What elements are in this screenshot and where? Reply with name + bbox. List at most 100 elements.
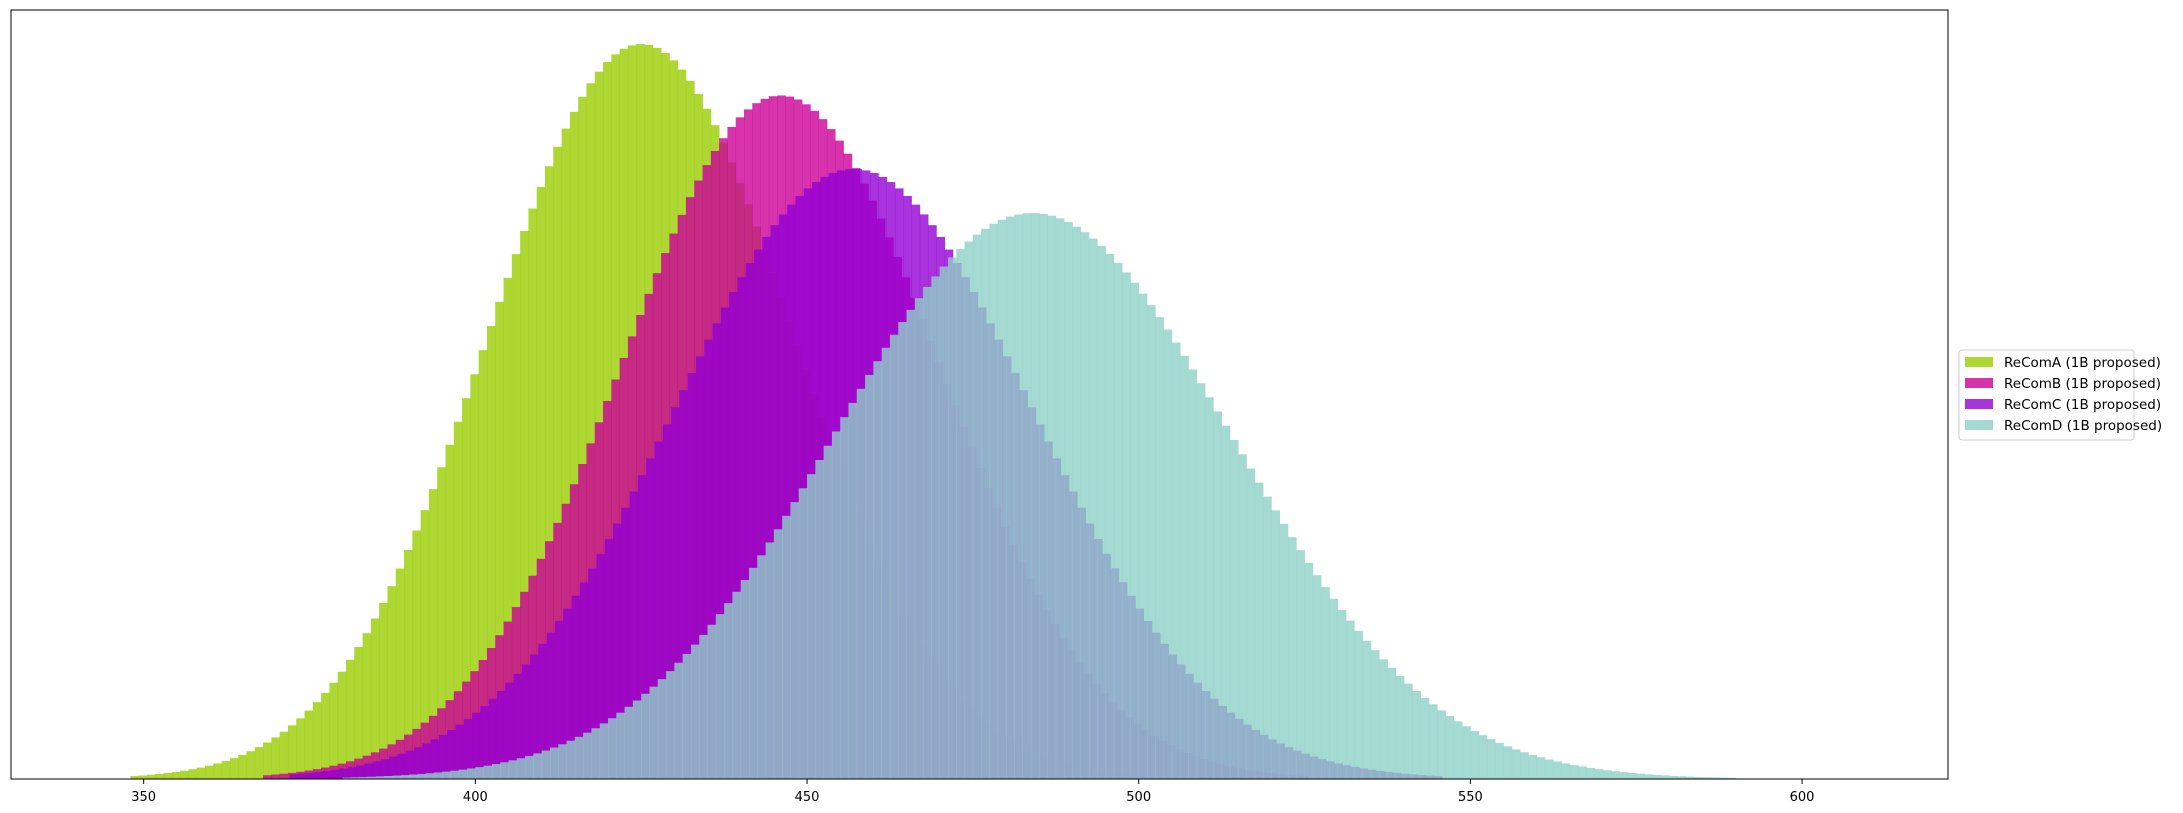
- histogram-bar: [1561, 763, 1571, 779]
- histogram-bar: [297, 773, 307, 779]
- histogram-bar: [662, 424, 672, 779]
- legend-label: ReComD (1B proposed): [2004, 418, 2162, 434]
- histogram-bar: [495, 301, 504, 779]
- histogram-bar: [831, 431, 841, 779]
- histogram-bar: [666, 671, 675, 779]
- histogram-bar: [604, 538, 614, 779]
- legend-swatch: [1965, 420, 1993, 430]
- histogram-bar: [289, 774, 299, 779]
- histogram-bar: [536, 186, 546, 780]
- histogram-bar: [770, 225, 780, 779]
- histogram-bar: [287, 725, 297, 779]
- histogram-bar: [586, 83, 596, 780]
- histogram-bar: [637, 475, 647, 779]
- histogram-bar: [409, 774, 418, 779]
- histogram-bar: [561, 128, 571, 780]
- histogram-bar: [379, 602, 388, 779]
- histogram-bar: [1603, 770, 1612, 779]
- histogram-bar: [304, 710, 314, 779]
- histogram-bar: [1478, 735, 1488, 779]
- histogram-bar: [737, 277, 747, 779]
- histogram-bar: [1238, 454, 1247, 779]
- histogram-bar: [563, 608, 572, 779]
- histogram-bar: [972, 234, 982, 779]
- histogram-bar: [1370, 650, 1380, 779]
- histogram-bar: [715, 614, 725, 779]
- histogram-bar: [395, 568, 405, 779]
- histogram-bar: [229, 758, 239, 779]
- histogram-bar: [571, 595, 581, 779]
- histogram-bar: [1677, 776, 1687, 779]
- histogram-bar: [163, 773, 173, 779]
- histogram-bar: [1453, 721, 1463, 779]
- histogram-bar: [704, 339, 713, 779]
- histogram-bar: [1088, 238, 1098, 779]
- plot-area: [130, 44, 1737, 780]
- histogram-bar: [213, 763, 222, 779]
- histogram-bar: [321, 692, 330, 779]
- histogram-bar: [1155, 317, 1164, 779]
- histogram-bar: [314, 771, 324, 779]
- histogram-bar: [545, 166, 554, 779]
- histogram-bar: [1304, 562, 1314, 779]
- histogram-bar: [765, 542, 775, 779]
- histogram-bar: [579, 582, 589, 779]
- histogram-bar: [491, 764, 501, 779]
- histogram-bar: [690, 644, 700, 779]
- histogram-bar: [486, 325, 496, 779]
- histogram-bar: [1652, 774, 1662, 779]
- histogram-bar: [840, 417, 849, 779]
- legend-label: ReComB (1B proposed): [2004, 376, 2161, 392]
- histogram-bar: [608, 718, 617, 779]
- histogram-bar: [442, 771, 451, 779]
- histogram-bar: [757, 555, 766, 779]
- histogram-bar: [405, 750, 415, 779]
- histogram-bar: [873, 361, 882, 779]
- histogram-bar: [1702, 777, 1712, 779]
- histogram-bar: [1362, 640, 1372, 779]
- legend-label: ReComC (1B proposed): [2004, 397, 2161, 413]
- histogram-bar: [1578, 766, 1587, 779]
- histogram-bar: [1503, 746, 1513, 779]
- histogram-bar: [687, 373, 697, 779]
- histogram-bar: [1495, 742, 1504, 779]
- histogram-bar: [263, 775, 272, 779]
- histogram-bar: [447, 729, 456, 779]
- histogram-bar: [923, 286, 932, 779]
- histogram-bar: [1395, 675, 1405, 779]
- histogram-bar: [790, 502, 800, 779]
- histogram-bar: [1196, 383, 1206, 779]
- histogram-bar: [1138, 293, 1148, 779]
- legend-label: ReComA (1B proposed): [2004, 355, 2161, 371]
- histogram-bar: [312, 702, 322, 779]
- histogram-bar: [1030, 213, 1040, 780]
- histogram-bar: [384, 776, 393, 779]
- histogram-bar: [339, 768, 348, 779]
- histogram-bar: [387, 586, 397, 779]
- histogram-bar: [654, 441, 664, 779]
- histogram-bar: [591, 728, 601, 779]
- histogram-bar: [881, 347, 891, 779]
- histogram-bar: [964, 241, 974, 779]
- histogram-bar: [613, 523, 622, 779]
- histogram-bar: [1321, 587, 1330, 779]
- histogram-bar: [1719, 777, 1728, 779]
- histogram-bar: [171, 771, 181, 779]
- histogram-bar: [1022, 213, 1032, 780]
- histogram-bar: [646, 458, 655, 779]
- legend-frame: [1958, 349, 2135, 441]
- histogram-bar: [470, 374, 480, 779]
- histogram-bar: [1611, 771, 1620, 779]
- histogram-bar: [467, 768, 476, 779]
- histogram-bar: [1685, 776, 1695, 779]
- histogram-bar: [674, 662, 683, 779]
- histogram-bar: [437, 467, 446, 779]
- histogram-bar: [1710, 777, 1720, 779]
- histogram-bar: [712, 323, 722, 779]
- histogram-bar: [146, 774, 156, 779]
- legend-swatch: [1965, 378, 1993, 388]
- histogram-bar: [546, 632, 556, 779]
- histogram-bar: [1147, 305, 1156, 779]
- histogram-bar: [530, 654, 539, 779]
- histogram-bar: [740, 580, 750, 779]
